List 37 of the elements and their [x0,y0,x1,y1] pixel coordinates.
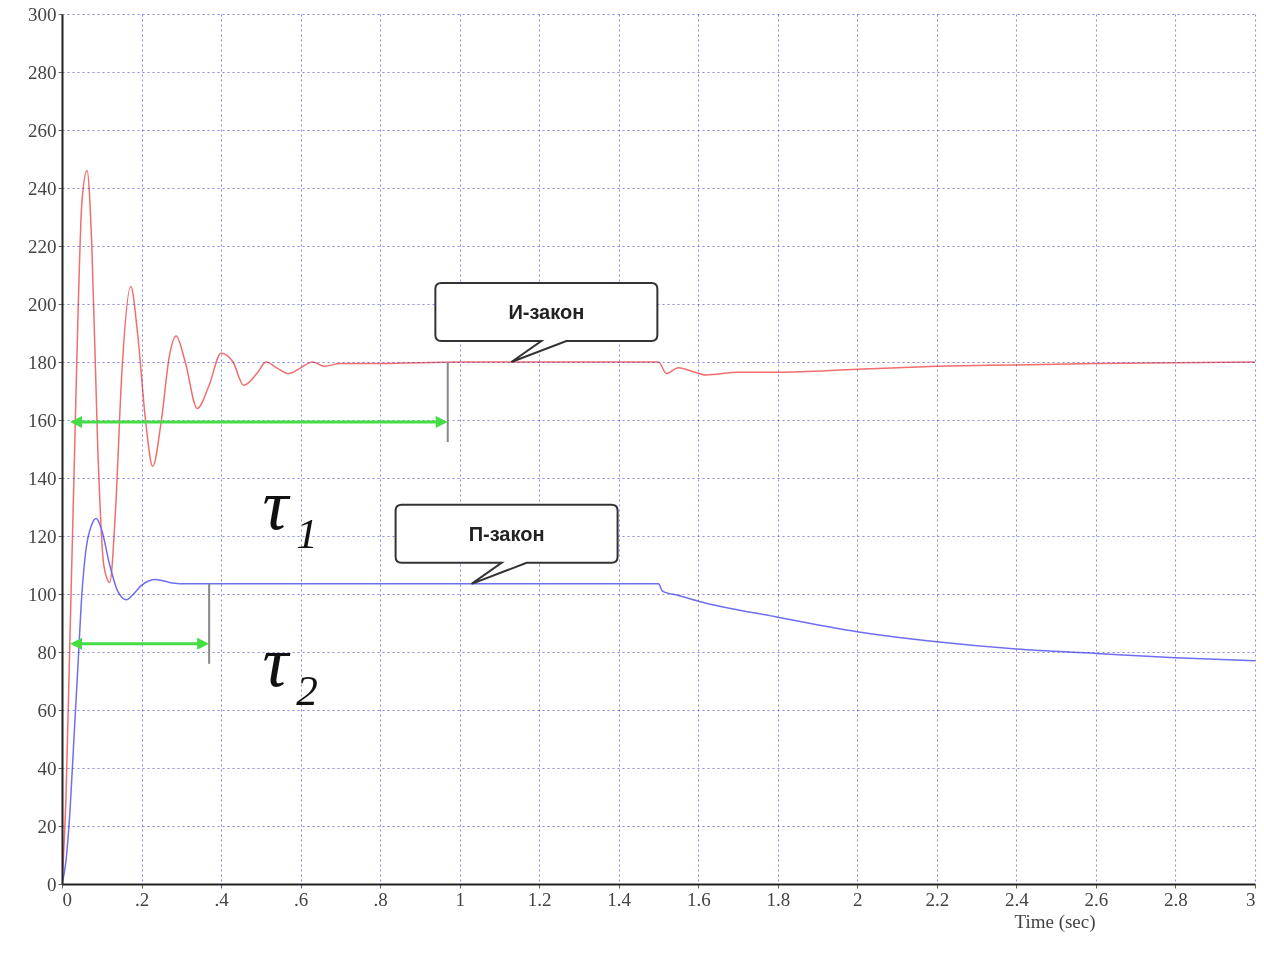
y-tick-label: 240 [28,177,57,199]
y-tick-label: 80 [37,641,57,663]
annotation: И-закон [508,301,585,323]
y-tick-label: 140 [28,467,57,489]
x-tick-label: .8 [373,888,388,910]
x-tick-label: 1.8 [766,888,791,910]
y-tick-label: 100 [28,583,57,605]
x-tick-label: 2.6 [1084,888,1109,910]
y-tick-label: 20 [37,815,57,837]
y-tick-label: 40 [37,757,57,779]
y-tick-label: 180 [28,351,57,373]
x-tick-label: .2 [134,888,150,910]
x-tick-label: 1 [455,888,465,910]
x-tick-label: .6 [293,888,309,910]
x-tick-label: 2.4 [1005,888,1030,910]
x-tick-label: 1.6 [686,888,711,910]
x-tick-label: .4 [214,888,230,910]
x-tick-label: 1.4 [607,888,632,910]
y-tick-label: 160 [28,409,57,431]
x-axis-title: Time (sec) [1014,911,1096,933]
annotation: τ$_{1}$ [262,465,318,558]
x-tick-label: 1.2 [527,888,552,910]
x-tick-label: 0 [62,888,72,910]
y-tick-label: 260 [28,119,57,141]
annotation: П-закон [468,522,545,545]
y-tick-label: 0 [47,873,57,895]
y-tick-label: 60 [37,699,57,721]
y-tick-label: 200 [28,293,57,315]
y-tick-label: 220 [28,235,57,257]
x-tick-label: 2 [853,888,863,910]
x-tick-label: 2.2 [925,888,950,910]
annotation: τ$_{2}$ [262,621,318,714]
y-tick-label: 300 [28,3,57,25]
x-tick-label: 3 [1246,888,1256,910]
x-tick-label: 2.8 [1164,888,1188,910]
y-tick-label: 120 [28,525,57,547]
y-tick-label: 280 [28,61,57,83]
